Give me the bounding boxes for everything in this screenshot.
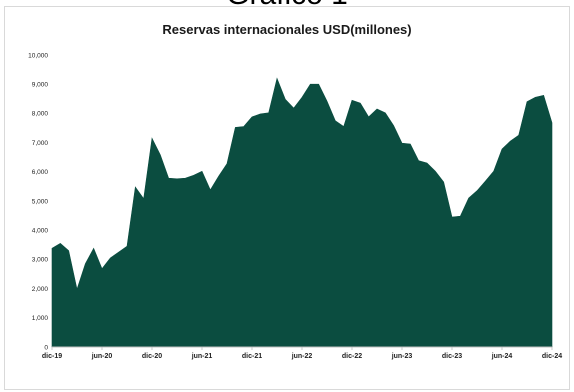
x-tick-label: dic-21	[242, 353, 262, 360]
x-tick-label: jun-23	[391, 353, 413, 360]
x-tick-label: dic-23	[442, 353, 462, 360]
x-axis-ticks: dic-19 jun-20 dic-20 jun-21 dic-21 jun-22 dic-…	[42, 347, 562, 360]
y-tick-label: 1,000	[32, 315, 49, 322]
y-tick-label: 5,000	[32, 198, 49, 205]
chart-title: Reservas internacionales USD(millones)	[162, 22, 412, 37]
series-area	[51, 77, 553, 348]
x-tick-label: dic-19	[42, 353, 62, 360]
y-tick-label: 10,000	[28, 52, 48, 59]
y-axis-ticks: 0 1,000 2,000 3,000 4,000 5,000 6,000 7,000 8,00…	[28, 52, 48, 351]
figure-heading: Gráfico 1	[0, 0, 574, 10]
y-tick-label: 3,000	[32, 257, 49, 264]
y-tick-label: 0	[44, 344, 48, 351]
y-tick-label: 9,000	[32, 82, 49, 89]
x-tick-label: jun-24	[491, 353, 513, 360]
x-tick-label: jun-20	[91, 353, 113, 360]
y-tick-label: 4,000	[32, 228, 49, 235]
x-tick-label: jun-21	[191, 353, 213, 360]
x-tick-label: dic-24	[542, 353, 562, 360]
plot-area	[51, 77, 553, 348]
x-tick-label: dic-22	[342, 353, 362, 360]
x-tick-label: jun-22	[291, 353, 313, 360]
y-tick-label: 7,000	[32, 140, 49, 147]
y-tick-label: 8,000	[32, 111, 49, 118]
y-tick-label: 6,000	[32, 169, 49, 176]
x-tick-label: dic-20	[142, 353, 162, 360]
y-tick-label: 2,000	[32, 286, 49, 293]
